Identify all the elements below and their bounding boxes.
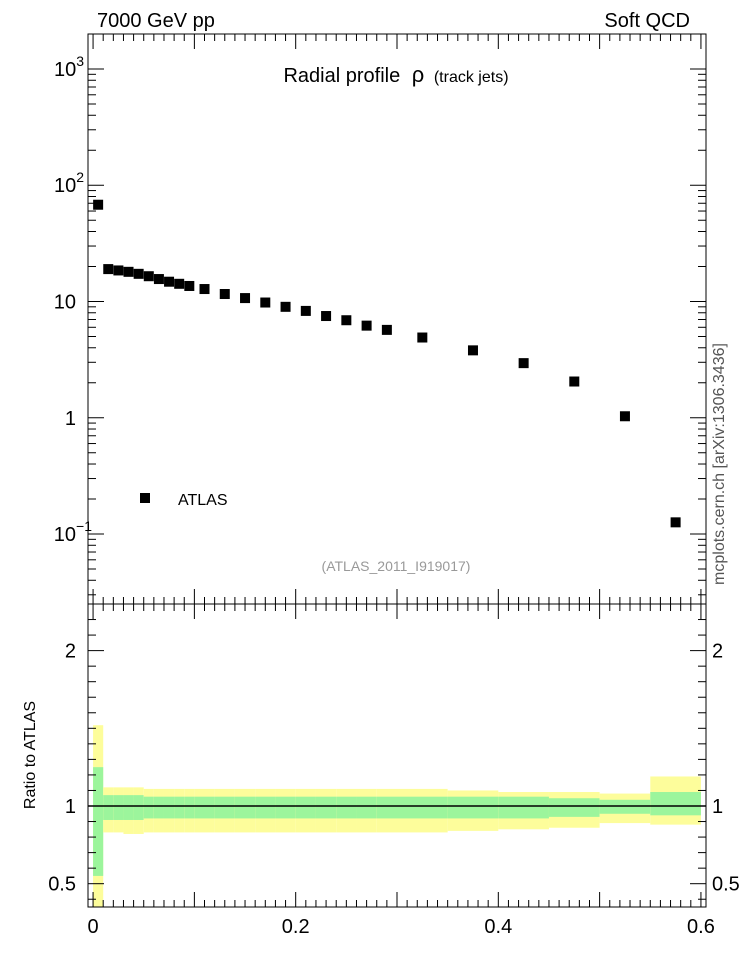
data-point (199, 284, 210, 295)
data-point (240, 293, 251, 304)
data-point (219, 289, 230, 300)
data-point (619, 411, 630, 422)
data-point (103, 264, 114, 275)
ratio-y-tick-label-right: 0.5 (712, 874, 740, 896)
data-point (417, 332, 428, 343)
main-y-tick-label: 103 (54, 53, 84, 81)
inner-band-20 (397, 796, 448, 819)
inner-band-17 (336, 796, 357, 819)
inner-band-19 (376, 796, 397, 819)
data-point (174, 278, 185, 289)
main-y-tick-label: 10−1 (54, 518, 92, 546)
inner-band-16 (315, 796, 337, 819)
x-tick-label: 0.4 (484, 916, 512, 938)
data-point (123, 266, 134, 277)
inner-band-11 (214, 796, 235, 819)
atlas-data-points (93, 199, 681, 528)
data-point (184, 280, 195, 291)
inner-band-22 (498, 796, 549, 819)
ratio-y-axis-label: Ratio to ATLAS (22, 701, 39, 809)
inner-band-10 (194, 796, 215, 819)
data-point (280, 301, 291, 312)
x-tick-label: 0.2 (282, 916, 310, 938)
inner-band-24 (599, 799, 651, 814)
analysis-id-label: (ATLAS_2011_I919017) (322, 558, 471, 574)
data-point (381, 324, 392, 335)
legend: ATLAS (140, 492, 228, 509)
data-point (153, 274, 164, 285)
ratio-y-tick-label: 0.5 (48, 874, 76, 896)
inner-band-4 (133, 795, 144, 820)
data-point (670, 517, 681, 528)
inner-band-1 (103, 795, 114, 820)
ratio-y-tick-label: 1 (65, 796, 76, 818)
ratio-panel-frame (87, 603, 707, 908)
inner-band-9 (184, 796, 195, 819)
inner-band-25 (650, 792, 701, 816)
data-point (321, 311, 332, 322)
inner-band-5 (143, 796, 154, 819)
ratio-axis-ticks (88, 604, 706, 907)
data-point (300, 305, 311, 316)
main-axis-ticks (88, 33, 706, 604)
ratio-panel: 0.5 0.5 1 1 2 2 Ratio to ATLAS 0 0.2 0.4 0.6 (22, 603, 740, 938)
main-y-tick-label: 1 (65, 408, 76, 430)
data-point (143, 271, 154, 282)
main-y-tick-label: 10 (54, 292, 76, 314)
legend-marker-atlas (140, 493, 150, 503)
chart-title-sub: (track jets) (434, 69, 509, 86)
legend-label-atlas: ATLAS (178, 492, 228, 509)
data-point (113, 265, 124, 276)
inner-band-21 (447, 796, 499, 819)
inner-band-12 (234, 796, 256, 819)
data-point (93, 199, 104, 210)
ratio-y-tick-label-right: 2 (712, 641, 723, 663)
ratio-y-tick-label-right: 1 (712, 796, 723, 818)
inner-band-3 (123, 795, 134, 820)
x-tick-labels: 0 0.2 0.4 0.6 (88, 916, 715, 938)
header-left-label: 7000 GeV pp (97, 10, 215, 32)
inner-band-23 (548, 798, 600, 817)
inner-band-8 (174, 796, 185, 819)
main-y-tick-label: 102 (54, 169, 84, 197)
data-point (260, 297, 271, 308)
main-panel-frame (87, 33, 707, 605)
chart-title-symbol: ρ (412, 62, 425, 87)
inner-band-14 (275, 796, 296, 819)
inner-band-0 (93, 767, 104, 876)
header-right-label: Soft QCD (604, 10, 690, 32)
inner-band-7 (163, 796, 175, 819)
data-point (133, 268, 144, 279)
ratio-y-tick-label: 2 (65, 641, 76, 663)
data-point (467, 345, 478, 356)
chart-title-main: Radial profile (283, 65, 400, 87)
inner-band-18 (356, 796, 377, 819)
data-point (164, 276, 175, 287)
x-tick-label: 0.6 (687, 916, 715, 938)
inner-band-15 (295, 796, 316, 819)
side-source-label: mcplots.cern.ch [arXiv:1306.3436] (711, 343, 728, 585)
data-point (341, 315, 352, 326)
inner-band-6 (153, 796, 164, 819)
ratio-y-tick-labels: 0.5 0.5 1 1 2 2 (48, 641, 740, 896)
chart-title: Radial profile ρ (track jets) (283, 62, 508, 87)
data-point (518, 358, 529, 369)
inner-band-2 (113, 795, 124, 820)
inner-band-13 (255, 796, 276, 819)
ratio-uncertainty-bands (93, 725, 701, 907)
data-point (569, 376, 580, 387)
data-point (361, 320, 372, 331)
x-tick-label: 0 (88, 916, 99, 938)
